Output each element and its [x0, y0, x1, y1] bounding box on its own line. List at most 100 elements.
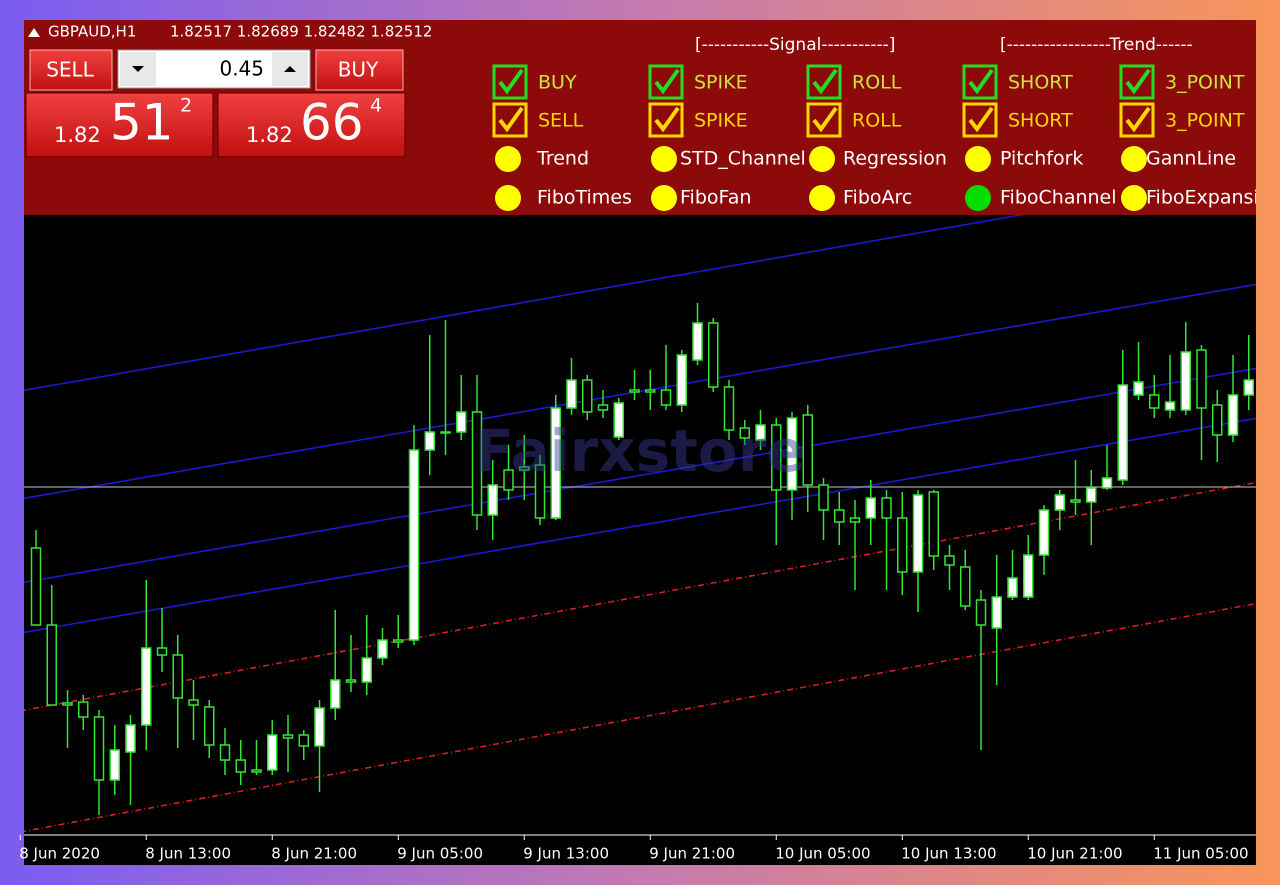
checkmark — [968, 106, 994, 133]
symbol-title: GBPAUD,H1 — [48, 23, 136, 41]
candle-body — [251, 769, 262, 773]
checkbox[interactable] — [1119, 102, 1155, 138]
buy-price-big: 1.82 — [246, 123, 293, 147]
signal-label[interactable]: SPIKE — [694, 72, 748, 94]
candle-body — [708, 322, 719, 388]
tool-indicator[interactable] — [809, 185, 835, 211]
candle-body — [582, 379, 593, 413]
candle-body — [1086, 487, 1097, 503]
tool-label[interactable]: FiboArc — [843, 187, 912, 209]
tool-indicator[interactable] — [809, 146, 835, 172]
signal-label[interactable]: ROLL — [852, 110, 902, 132]
signal-label[interactable]: 3_POINT — [1165, 72, 1245, 94]
candle-body — [786, 417, 798, 491]
candle-body — [440, 431, 451, 434]
channel-line-dashed — [24, 481, 1256, 712]
checkbox[interactable] — [1119, 64, 1155, 100]
candle-body — [125, 724, 136, 753]
candle-body — [802, 414, 814, 486]
channel-line-dashed — [24, 602, 1256, 833]
x-tick-label: 10 Jun 21:00 — [1027, 845, 1122, 863]
buy-button[interactable] — [315, 49, 404, 91]
checkbox[interactable] — [492, 64, 528, 100]
tool-label[interactable]: Trend — [536, 148, 589, 170]
signal-controls: BUY SPIKE ROLL SHORT 3_POINT SELL SPIKE ROLL SHO… — [492, 64, 1280, 211]
candle-body — [188, 699, 199, 706]
candle-body — [393, 639, 404, 643]
channel-line — [24, 283, 1256, 500]
candle-body — [597, 404, 609, 411]
checkmark — [654, 68, 680, 95]
signal-label[interactable]: SPIKE — [694, 110, 748, 132]
tool-indicator[interactable] — [1121, 146, 1147, 172]
tool-indicator[interactable] — [1121, 185, 1147, 211]
buy-price-point: 4 — [370, 95, 382, 117]
candle-body — [1164, 401, 1176, 411]
checkbox[interactable] — [648, 102, 684, 138]
candle-body — [1023, 554, 1034, 598]
tool-indicator[interactable] — [651, 146, 677, 172]
candle-body — [723, 386, 735, 431]
sell-button[interactable] — [29, 49, 113, 91]
candle-body — [267, 734, 278, 771]
ohlc-quotes: 1.82517 1.82689 1.82482 1.82512 — [170, 23, 432, 41]
tool-label[interactable]: STD_Channel — [680, 148, 806, 170]
candle-body — [219, 744, 231, 761]
signal-label[interactable]: ROLL — [852, 72, 902, 94]
collapse-arrow[interactable] — [28, 28, 40, 37]
checkbox[interactable] — [492, 102, 528, 138]
buy-label[interactable]: BUY — [338, 58, 379, 82]
checkbox[interactable] — [962, 64, 998, 100]
candle-body — [897, 517, 908, 573]
buy-price-box[interactable] — [217, 92, 406, 158]
checkmark — [812, 68, 838, 95]
candle-body — [456, 411, 467, 433]
sell-label[interactable]: SELL — [46, 58, 94, 82]
candle-body — [771, 424, 782, 491]
candle-body — [282, 734, 294, 739]
x-tick-label: 8 Jun 21:00 — [271, 845, 357, 863]
candle-body — [692, 322, 703, 361]
candle-body — [361, 657, 373, 683]
sell-price-point: 2 — [180, 95, 192, 117]
signal-label[interactable]: SHORT — [1008, 72, 1073, 94]
tool-indicator[interactable] — [495, 185, 521, 211]
signal-label[interactable]: BUY — [538, 72, 577, 94]
sell-price-box[interactable] — [25, 92, 214, 158]
tool-label[interactable]: FiboFan — [680, 187, 751, 209]
down-arrow — [132, 66, 144, 72]
plot-area — [24, 215, 1256, 833]
tool-indicator[interactable] — [965, 146, 991, 172]
tool-label[interactable]: Regression — [843, 148, 947, 170]
tool-label[interactable]: FiboExpansion — [1146, 187, 1280, 209]
tool-label[interactable]: GannLine — [1146, 148, 1236, 170]
x-tick-label: 9 Jun 13:00 — [523, 845, 609, 863]
tool-label[interactable]: Pitchfork — [1000, 148, 1083, 170]
tool-indicator[interactable] — [965, 185, 991, 211]
x-tick-label: 10 Jun 05:00 — [775, 845, 870, 863]
lot-size[interactable]: 0.45 — [219, 57, 264, 81]
x-tick-label: 8 Jun 13:00 — [145, 845, 231, 863]
tool-indicator[interactable] — [651, 185, 677, 211]
candle-body — [330, 679, 341, 709]
checkbox[interactable] — [806, 102, 842, 138]
signal-label[interactable]: SHORT — [1008, 110, 1073, 132]
signal-label[interactable]: SELL — [538, 110, 584, 132]
candle-body — [928, 491, 940, 557]
candle-body — [534, 464, 546, 519]
checkbox[interactable] — [806, 64, 842, 100]
buy-price-pips: 66 — [300, 94, 364, 152]
candle-body — [1243, 379, 1255, 396]
tool-label[interactable]: FiboChannel — [1000, 187, 1117, 209]
candle-body — [613, 402, 625, 438]
tool-label[interactable]: FiboTimes — [537, 187, 632, 209]
candle-body — [1212, 404, 1223, 436]
signal-label[interactable]: 3_POINT — [1165, 110, 1245, 132]
title-bar — [24, 20, 1256, 44]
tool-indicator[interactable] — [495, 146, 521, 172]
checkbox[interactable] — [962, 102, 998, 138]
checkbox[interactable] — [648, 64, 684, 100]
candle-body — [1227, 394, 1239, 436]
